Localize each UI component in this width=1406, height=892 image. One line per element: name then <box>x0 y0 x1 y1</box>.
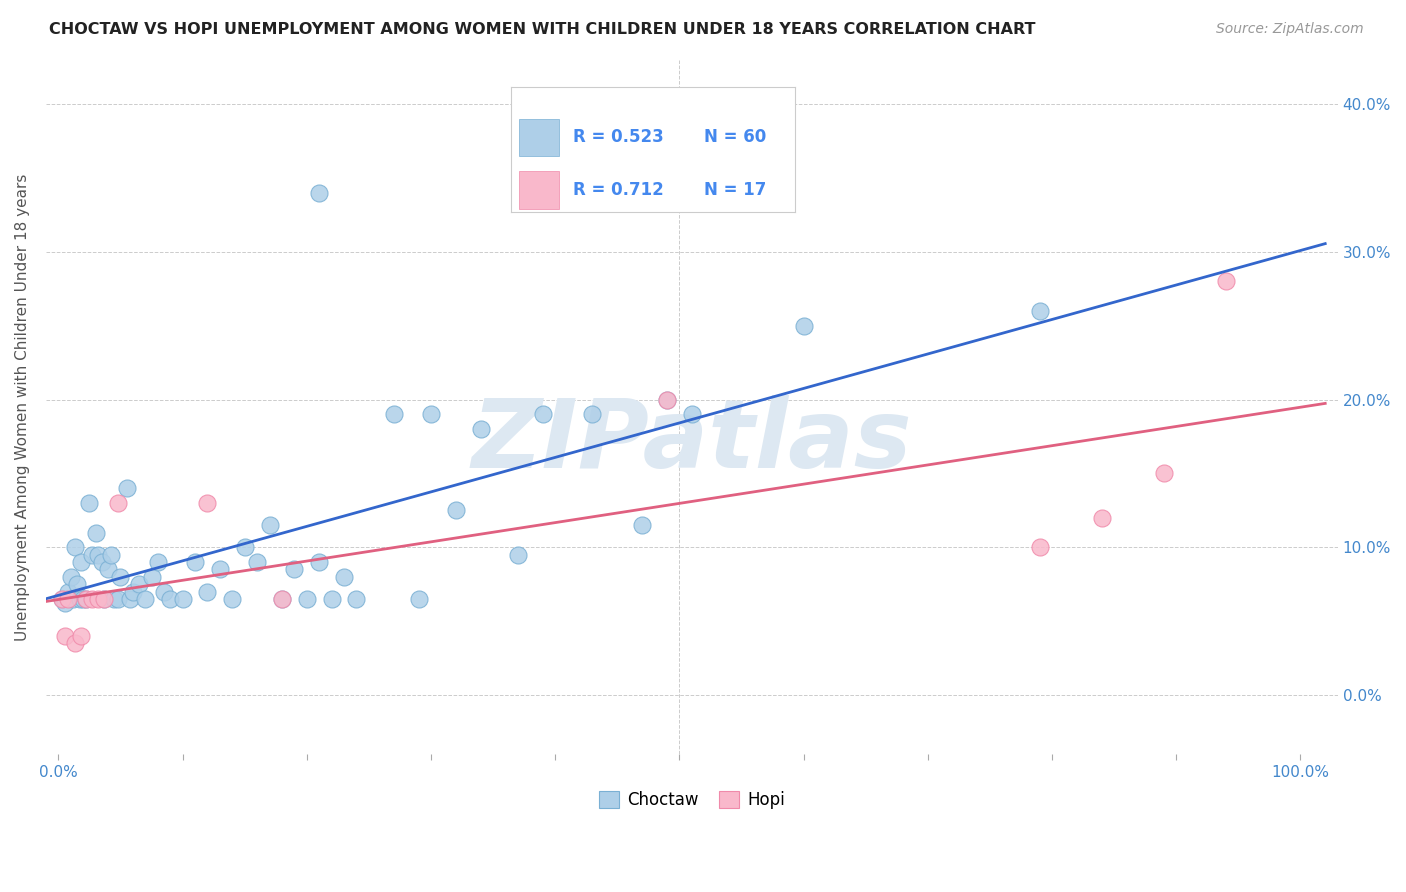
Point <box>681 407 703 421</box>
Point <box>197 496 219 510</box>
Point <box>655 392 678 407</box>
Point <box>631 518 654 533</box>
Point <box>259 518 281 533</box>
Point <box>93 592 115 607</box>
Point <box>103 592 125 607</box>
Point <box>58 584 80 599</box>
Point <box>506 548 529 562</box>
Point <box>107 592 129 607</box>
Text: ZIPatlas: ZIPatlas <box>471 395 912 488</box>
Point <box>107 496 129 510</box>
Point <box>1028 303 1050 318</box>
Point <box>69 592 91 607</box>
Point <box>295 592 318 607</box>
Point <box>1215 274 1237 288</box>
Point <box>172 592 194 607</box>
Point <box>128 577 150 591</box>
Point <box>333 570 356 584</box>
Point <box>79 496 101 510</box>
Point <box>51 592 73 607</box>
Point <box>233 541 256 555</box>
Text: CHOCTAW VS HOPI UNEMPLOYMENT AMONG WOMEN WITH CHILDREN UNDER 18 YEARS CORRELATIO: CHOCTAW VS HOPI UNEMPLOYMENT AMONG WOMEN… <box>49 22 1036 37</box>
Y-axis label: Unemployment Among Women with Children Under 18 years: Unemployment Among Women with Children U… <box>15 173 30 640</box>
Point <box>87 548 110 562</box>
Point <box>1153 467 1175 481</box>
Point <box>110 570 132 584</box>
Point <box>80 548 103 562</box>
Point <box>115 481 138 495</box>
Point <box>159 592 181 607</box>
Point <box>581 407 603 421</box>
Point <box>134 592 156 607</box>
Point <box>321 592 343 607</box>
Point <box>75 592 97 607</box>
Point <box>184 555 207 569</box>
Point <box>420 407 443 421</box>
Point <box>346 592 368 607</box>
Point <box>197 584 219 599</box>
Point <box>208 562 231 576</box>
Point <box>271 592 294 607</box>
Point <box>793 318 815 333</box>
Point <box>246 555 269 569</box>
Point <box>283 562 305 576</box>
Point <box>80 592 103 607</box>
Point <box>63 541 86 555</box>
Point <box>153 584 176 599</box>
Point <box>408 592 430 607</box>
Point <box>69 555 91 569</box>
Point <box>63 636 86 650</box>
Point <box>382 407 405 421</box>
Point <box>141 570 163 584</box>
Point <box>308 555 330 569</box>
Point <box>100 548 122 562</box>
Point <box>58 592 80 607</box>
Text: Source: ZipAtlas.com: Source: ZipAtlas.com <box>1216 22 1364 37</box>
Point <box>75 592 97 607</box>
Point <box>146 555 169 569</box>
Point <box>90 555 112 569</box>
Point <box>84 525 107 540</box>
Point <box>655 392 678 407</box>
Point <box>72 592 94 607</box>
Point <box>87 592 110 607</box>
Point <box>470 422 492 436</box>
Legend: Choctaw, Hopi: Choctaw, Hopi <box>592 784 792 815</box>
Point <box>271 592 294 607</box>
Point <box>308 186 330 200</box>
Point <box>97 562 120 576</box>
Point <box>53 597 76 611</box>
Point <box>120 592 142 607</box>
Point <box>66 577 89 591</box>
Point <box>1091 510 1114 524</box>
Point <box>1028 541 1050 555</box>
Point <box>51 592 73 607</box>
Point <box>122 584 145 599</box>
Point <box>59 570 82 584</box>
Point <box>62 592 84 607</box>
Point <box>93 592 115 607</box>
Point <box>531 407 554 421</box>
Point <box>53 629 76 643</box>
Point <box>221 592 243 607</box>
Point <box>69 629 91 643</box>
Point <box>444 503 467 517</box>
